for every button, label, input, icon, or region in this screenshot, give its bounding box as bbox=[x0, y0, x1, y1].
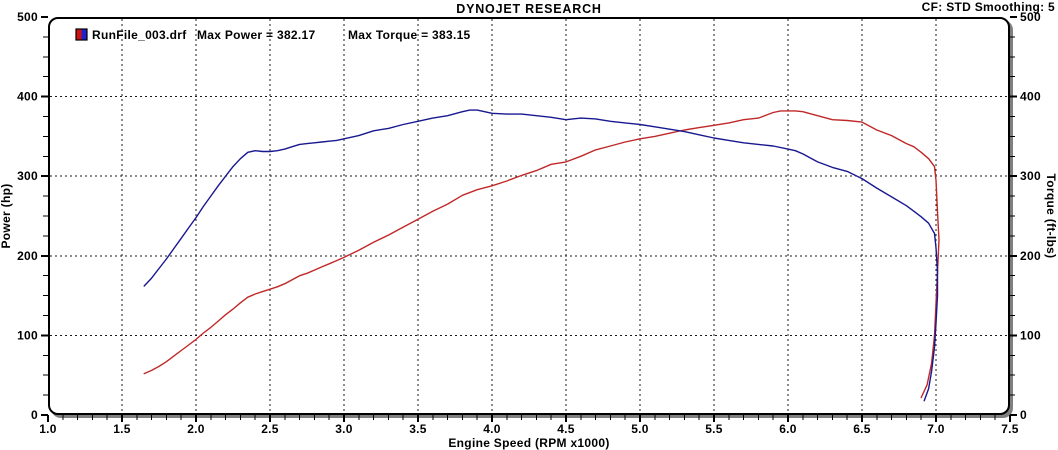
y-tick-label-left: 200 bbox=[17, 249, 38, 263]
y-tick-label-right: 300 bbox=[1020, 169, 1041, 183]
x-tick-label: 4.0 bbox=[483, 422, 501, 436]
y-tick-label-left: 500 bbox=[17, 10, 38, 24]
legend: RunFile_003.drf Max Power = 382.17 Max T… bbox=[75, 28, 471, 42]
x-tick-label: 2.5 bbox=[261, 422, 279, 436]
y-tick-label-left: 400 bbox=[17, 90, 38, 104]
x-tick-label: 3.0 bbox=[335, 422, 353, 436]
x-tick-label: 7.5 bbox=[1001, 422, 1019, 436]
x-tick-label: 6.0 bbox=[779, 422, 797, 436]
x-tick-label: 5.5 bbox=[705, 422, 723, 436]
y-tick-label-right: 400 bbox=[1020, 90, 1041, 104]
y-tick-label-right: 500 bbox=[1020, 10, 1041, 24]
legend-marker-torque-half bbox=[81, 29, 87, 40]
x-tick-label: 1.0 bbox=[39, 422, 57, 436]
x-axis-label: Engine Speed (RPM x1000) bbox=[448, 436, 609, 450]
power-curve bbox=[143, 110, 940, 399]
x-tick-label: 4.5 bbox=[557, 422, 575, 436]
y-tick-label-left: 300 bbox=[17, 169, 38, 183]
legend-marker-power-half bbox=[76, 29, 82, 40]
x-tick-label: 6.5 bbox=[853, 422, 871, 436]
y-tick-label-right: 100 bbox=[1020, 328, 1041, 342]
y-axis-label-right: Torque (ft-lbs) bbox=[1044, 174, 1058, 259]
plot-border bbox=[48, 17, 1010, 415]
y-tick-label-left: 100 bbox=[17, 328, 38, 342]
y-axis-label-left: Power (hp) bbox=[0, 184, 13, 249]
legend-file-label: RunFile_003.drf bbox=[92, 28, 187, 42]
y-tick-label-right: 200 bbox=[1020, 249, 1041, 263]
x-tick-label: 2.0 bbox=[187, 422, 205, 436]
correction-status: CF: STD Smoothing: 5 bbox=[922, 0, 1055, 14]
x-tick-label: 1.5 bbox=[113, 422, 131, 436]
x-tick-label: 7.0 bbox=[927, 422, 945, 436]
legend-max-torque-label: Max Torque = 383.15 bbox=[348, 28, 471, 42]
x-tick-label: 3.5 bbox=[409, 422, 427, 436]
curves bbox=[143, 109, 940, 402]
legend-max-power-label: Max Power = 382.17 bbox=[197, 28, 315, 42]
y-tick-label-right: 0 bbox=[1020, 408, 1027, 422]
torque-curve bbox=[143, 109, 939, 402]
axis-ticks bbox=[41, 16, 1017, 422]
legend-marker-border bbox=[75, 28, 88, 41]
page-title: DYNOJET RESEARCH bbox=[456, 2, 601, 16]
x-tick-label: 5.0 bbox=[631, 422, 649, 436]
y-tick-label-left: 0 bbox=[31, 408, 38, 422]
gridlines bbox=[50, 19, 1008, 413]
axis-tick-labels: 1.0 1.5 2.0 2.5 3.0 3.5 4.0 4.5 5.0 5.5 6.0 6.5 7.0 7… bbox=[17, 10, 1041, 436]
